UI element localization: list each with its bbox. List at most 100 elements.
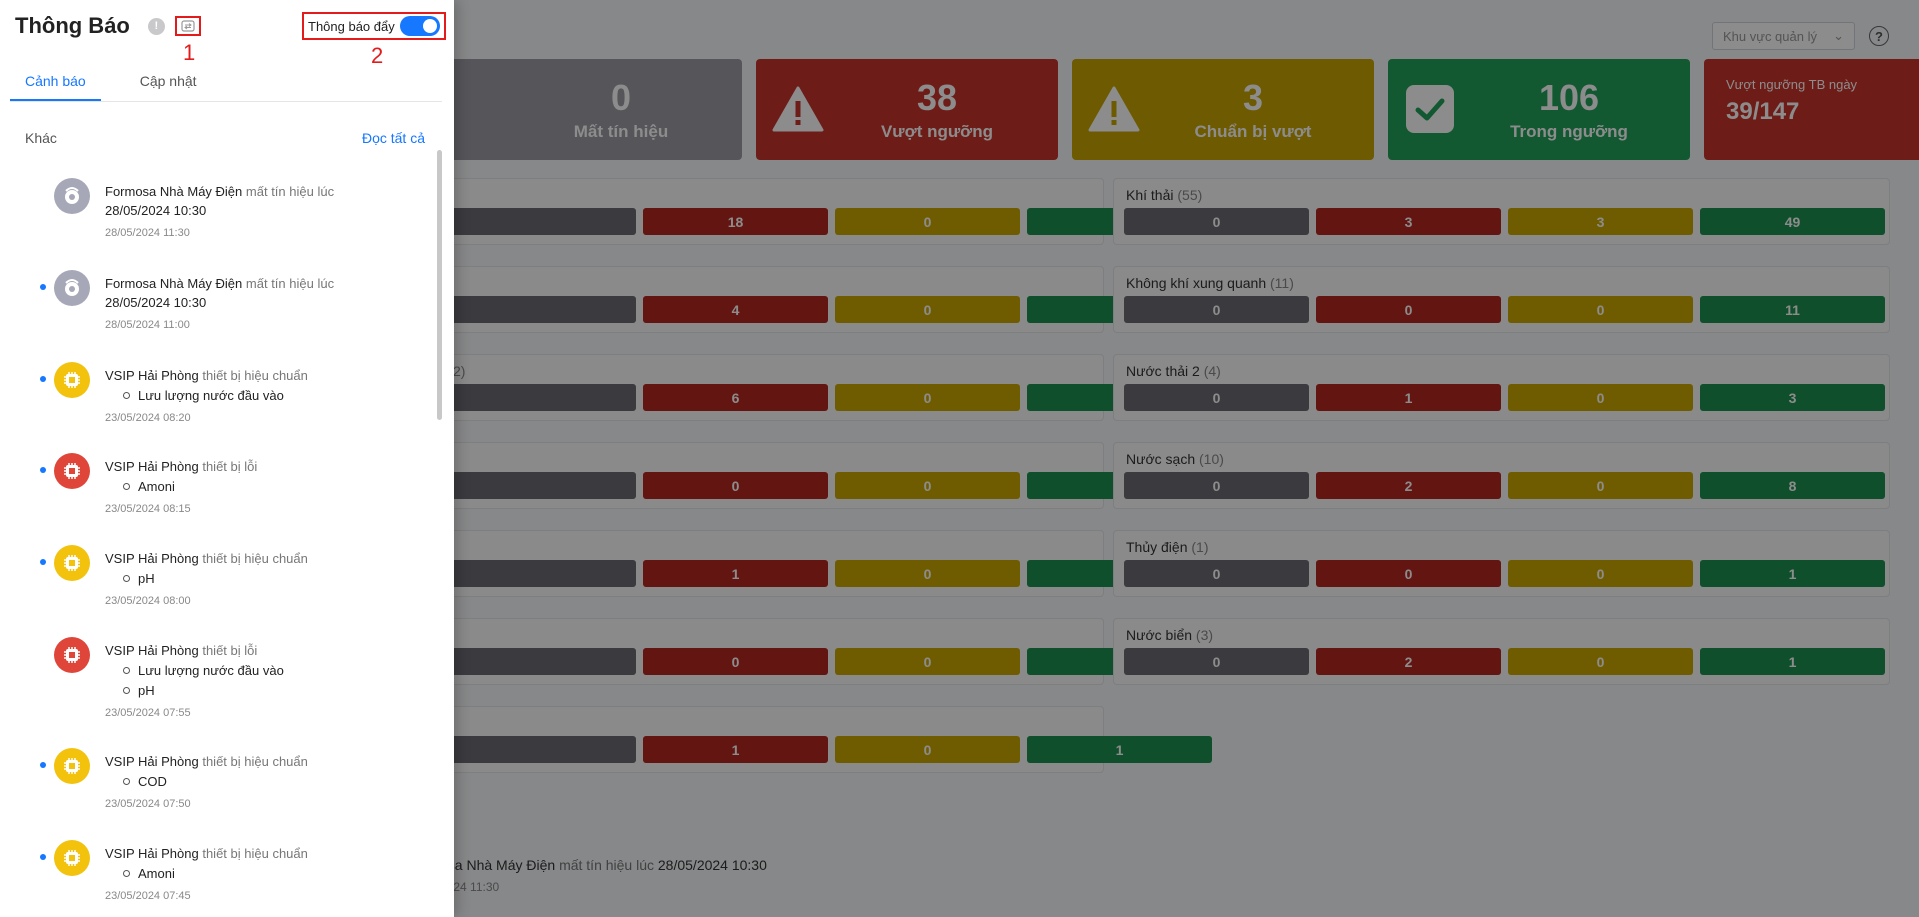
station-group[interactable]: 402 [440,266,1212,333]
notification-detail: 28/05/2024 10:30 [105,203,207,218]
bar-lost[interactable]: 0 [1124,296,1309,323]
group-title: Nước thải 2 (4) [1126,363,1221,379]
notification-time: 28/05/2024 11:30 [105,227,190,239]
bar-exceeded[interactable]: 2 [1316,648,1501,675]
bar-near[interactable]: 0 [835,208,1020,235]
bar-near[interactable]: 0 [1508,472,1693,499]
summary-card-exceeded[interactable]: 38 Vượt ngưỡng [756,59,1058,160]
notification-action: thiết bị hiệu chuẩn [202,846,308,861]
sync-button[interactable] [174,16,201,36]
bar-lost[interactable] [451,648,636,675]
notification-action: mất tín hiệu lúc [245,184,335,199]
bar-exceeded[interactable]: 0 [643,648,828,675]
drawer-tabs: Cảnh báo Cập nhật [10,65,442,102]
parameter-item: Lưu lượng nước đầu vào [105,386,425,405]
bar-near[interactable]: 0 [1508,648,1693,675]
group-title: Khí thải (55) [1126,187,1203,203]
section-label: Khác [25,130,57,146]
summary-card-lost-signal[interactable]: 0 Mất tín hiệu [440,59,742,160]
section-header: Khác Đọc tất cả [25,130,425,146]
summary-card-near-threshold[interactable]: 3 Chuẩn bị vượt [1072,59,1374,160]
notification-time: 23/05/2024 07:50 [105,798,191,810]
help-icon[interactable]: ? [1869,26,1889,46]
bar-near[interactable]: 0 [835,384,1020,411]
calibration-chip-icon [54,840,90,876]
bar-exceeded[interactable]: 0 [1316,296,1501,323]
bar-near[interactable]: 0 [835,472,1020,499]
warning-icon [772,85,824,133]
scrollbar[interactable] [437,150,442,420]
bar-near[interactable]: 3 [1508,208,1693,235]
region-select-value: Khu vực quản lý [1723,28,1817,44]
tab-updates[interactable]: Cập nhật [139,73,197,89]
bar-lost[interactable]: 0 [1124,560,1309,587]
bar-lost[interactable] [451,296,636,323]
bar-within[interactable]: 49 [1700,208,1885,235]
bar-lost[interactable] [451,736,636,763]
bar-exceeded[interactable]: 2 [1316,472,1501,499]
region-select[interactable]: Khu vực quản lý ⌄ [1712,22,1855,50]
bar-exceeded[interactable]: 18 [643,208,828,235]
bar-exceeded[interactable]: 1 [1316,384,1501,411]
notification-text: VSIP Hải Phòng thiết bị hiệu chuẩn COD 2… [105,752,425,814]
bar-exceeded[interactable]: 1 [643,736,828,763]
bar-lost[interactable]: 0 [1124,648,1309,675]
bar-within[interactable]: 11 [1700,296,1885,323]
bar-exceeded[interactable]: 1 [643,560,828,587]
bar-within[interactable]: 8 [1700,472,1885,499]
notification-text: VSIP Hải Phòng thiết bị hiệu chuẩn Lưu l… [105,366,425,428]
station-group-emissions[interactable]: Khí thải (55) 0 3 3 49 [1113,178,1890,245]
station-group[interactable]: 005 [440,442,1212,509]
bar-near[interactable]: 0 [835,648,1020,675]
bullet-icon [123,667,130,674]
bar-within[interactable]: 1 [1700,560,1885,587]
info-icon[interactable]: ! [147,17,165,35]
bar-lost[interactable] [451,208,636,235]
read-all-link[interactable]: Đọc tất cả [361,130,425,146]
bar-near[interactable]: 0 [835,736,1020,763]
bar-lost[interactable] [451,472,636,499]
chevron-down-icon: ⌄ [1833,28,1844,43]
notification-time: 23/05/2024 08:15 [105,503,191,515]
calibration-chip-icon [54,362,90,398]
bar-lost[interactable]: 0 [1124,472,1309,499]
bar-near[interactable]: 0 [1508,384,1693,411]
parameter-item: Lưu lượng nước đầu vào [105,661,425,680]
bar-within[interactable]: 1 [1027,736,1212,763]
station-group-ambient-air[interactable]: Không khí xung quanh (11) 0 0 0 11 [1113,266,1890,333]
bar-near[interactable]: 0 [1508,296,1693,323]
summary-label: Mất tín hiệu [573,121,669,141]
tab-alerts[interactable]: Cảnh báo [10,65,101,101]
bar-within[interactable]: 3 [1700,384,1885,411]
summary-card-daily-average[interactable]: Vượt ngưỡng TB ngày 39/147 [1704,59,1919,160]
bar-lost[interactable]: 0 [1124,208,1309,235]
bar-exceeded[interactable]: 4 [643,296,828,323]
push-notification-toggle[interactable] [399,16,440,36]
bar-exceeded[interactable]: 0 [1316,560,1501,587]
bar-lost[interactable]: 0 [1124,384,1309,411]
bar-exceeded[interactable]: 3 [1316,208,1501,235]
parameter-item: pH [105,681,425,700]
notification-time: 23/05/2024 08:00 [105,595,191,607]
notification-time: 23/05/2024 08:20 [105,412,191,424]
bar-exceeded[interactable]: 6 [643,384,828,411]
bar-near[interactable]: 0 [835,560,1020,587]
bar-within[interactable]: 1 [1700,648,1885,675]
bar-exceeded[interactable]: 0 [643,472,828,499]
recent-item[interactable]: osa Nhà Máy Điện mất tín hiệu lúc 28/05/… [440,857,767,873]
summary-card-within-threshold[interactable]: 106 Trong ngưỡng [1388,59,1690,160]
bar-near[interactable]: 0 [1508,560,1693,587]
signal-icon [54,270,90,306]
bar-near[interactable]: 0 [835,296,1020,323]
group-title: Nước biển (3) [1126,627,1214,643]
group-title: Không khí xung quanh (11) [1126,275,1294,291]
notification-text: VSIP Hải Phòng thiết bị lỗi Lưu lượng nư… [105,641,425,723]
bar-lost[interactable] [451,384,636,411]
bar-lost[interactable] [451,560,636,587]
unread-dot [40,284,46,290]
